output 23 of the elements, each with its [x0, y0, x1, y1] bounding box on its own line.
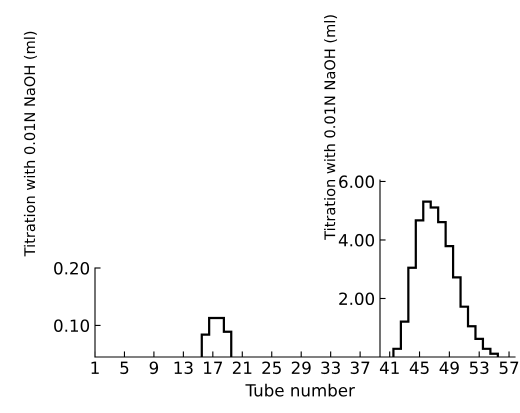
- x-tick-label: 1: [92, 362, 99, 374]
- y-axis-title: Titration with 0.01N NaOH (ml): [24, 32, 37, 256]
- x-tick-label: 49: [440, 361, 459, 374]
- x-tick-label: 53: [470, 361, 488, 374]
- y-tick-label: 6.00: [339, 175, 374, 188]
- x-tick-label: 37: [350, 361, 370, 374]
- y-tick-label: 0.20: [54, 262, 90, 275]
- x-tick-label: 25: [262, 361, 281, 374]
- x-tick-label: 21: [232, 361, 252, 374]
- x-tick-label: 5: [120, 362, 128, 374]
- x-axis-title: Tube number: [245, 384, 355, 397]
- x-tick-label: 57: [500, 362, 518, 374]
- y-tick-label: 2.00: [339, 292, 374, 306]
- x-tick-label: 17: [204, 362, 222, 374]
- x-tick-label: 41: [380, 362, 399, 374]
- x-tick-label: 13: [174, 361, 193, 374]
- x-tick-label: 33: [321, 361, 340, 374]
- y-axis-title: Titration with 0.01N NaOH (ml): [324, 15, 338, 240]
- y-tick-label: 0.10: [54, 319, 90, 332]
- x-tick-label: 29: [292, 361, 311, 374]
- x-tick-label: 9: [150, 361, 158, 374]
- y-tick-label: 4.00: [338, 234, 374, 247]
- x-tick-label: 45: [410, 362, 429, 374]
